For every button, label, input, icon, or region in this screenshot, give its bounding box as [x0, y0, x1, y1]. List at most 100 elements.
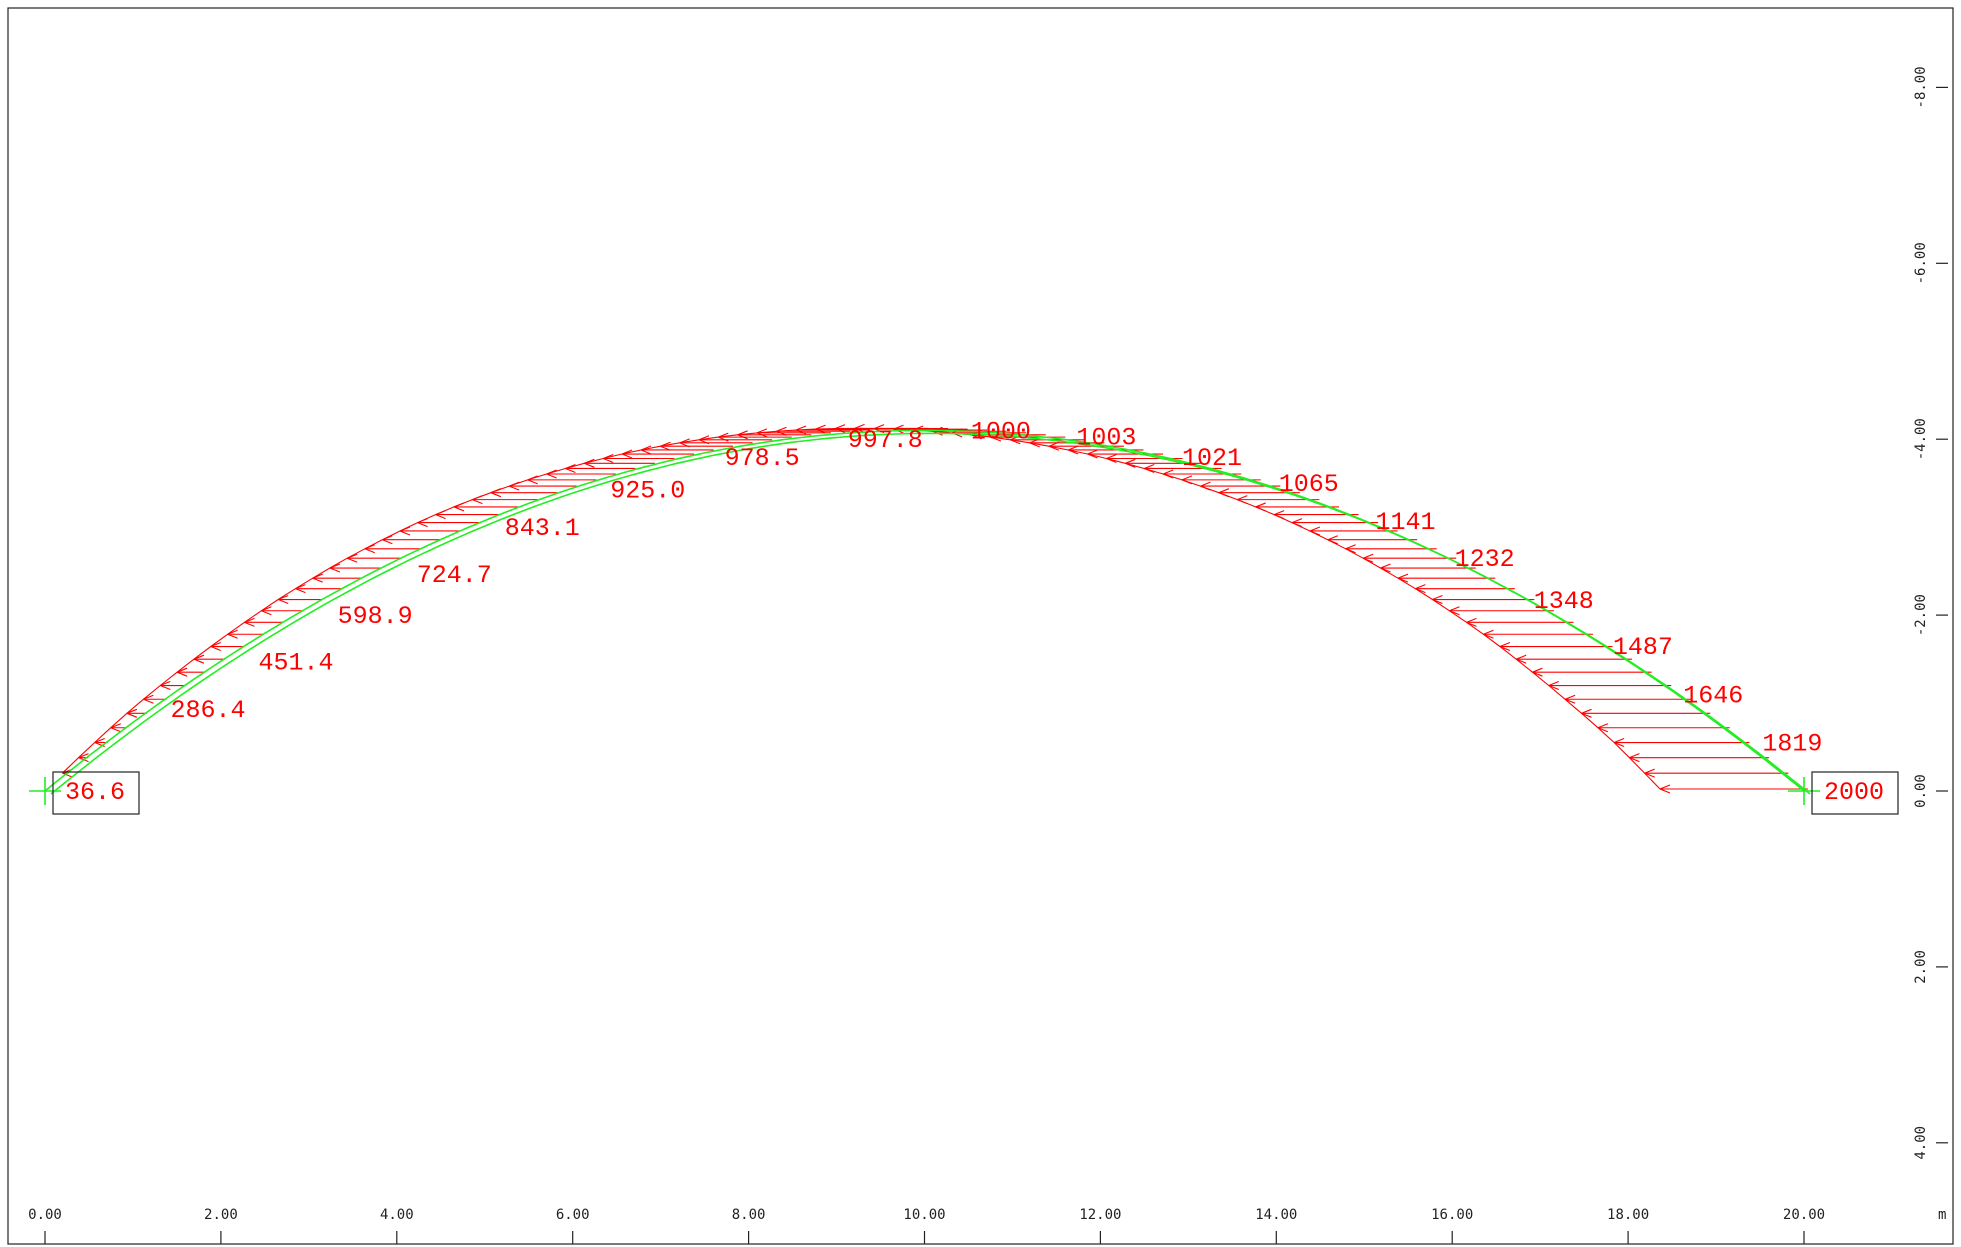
value-label: 1646: [1683, 681, 1743, 710]
ordinate-arrow: [893, 424, 904, 430]
ordinate-arrow: [1515, 654, 1527, 660]
ordinate-arrow: [1162, 469, 1174, 475]
ordinate-arrow: [873, 424, 885, 430]
value-label: 925.0: [610, 476, 685, 505]
ordinate-arrow: [1397, 573, 1409, 579]
ordinate-arrow: [1548, 681, 1559, 687]
ordinate-arrow: [621, 449, 633, 455]
ordinate-arrow: [660, 441, 671, 447]
ordinate-arrow: [295, 584, 306, 590]
ordinate-arrow: [1581, 708, 1592, 714]
ordinate-arrow: [1397, 577, 1409, 583]
ordinate-arrow: [834, 428, 846, 434]
ordinate-arrow: [244, 621, 255, 627]
ordinate-arrow: [1362, 557, 1374, 563]
x-tick-label: 18.00: [1607, 1207, 1649, 1223]
ordinate-arrow: [737, 434, 748, 440]
x-tick-label: 16.00: [1431, 1207, 1473, 1223]
ordinate-arrow: [490, 492, 502, 498]
ordinate-arrow: [1144, 463, 1155, 469]
ordinate-arrow: [160, 681, 171, 687]
ordinate-arrow: [1237, 499, 1248, 505]
ordinate-arrow: [1125, 462, 1136, 468]
ordinate-arrow: [795, 429, 807, 435]
ordinate-arrow: [1144, 467, 1155, 473]
ordinate-arrow: [1548, 685, 1559, 691]
ordinate-arrow: [1327, 539, 1338, 545]
ordinate-arrow: [1309, 530, 1321, 536]
ordinate-arrow: [1380, 567, 1391, 573]
ordinate-arrow: [1597, 727, 1609, 733]
ordinate-arrow: [1106, 457, 1117, 464]
ordinate-arrow: [1483, 633, 1494, 639]
x-tick-label: 6.00: [556, 1207, 590, 1223]
ordinate-arrow: [244, 617, 255, 623]
ordinate-arrow: [435, 510, 446, 516]
ordinate-arrow: [1068, 445, 1079, 451]
x-axis-unit-label: m: [1938, 1207, 1946, 1223]
ordinate-arrow: [417, 522, 428, 528]
ordinate-arrow: [756, 432, 768, 438]
ordinate-arrow: [1309, 526, 1321, 532]
x-tick-label: 8.00: [732, 1207, 766, 1223]
ordinate-arrow: [160, 685, 171, 691]
ordinate-arrow: [1048, 441, 1060, 447]
ordinate-arrow: [527, 479, 538, 485]
ordinate-arrow: [193, 658, 205, 664]
ordinate-arrow: [565, 463, 576, 469]
ordinate-arrow: [399, 526, 411, 532]
ordinate-arrow: [815, 424, 826, 430]
value-label: 1000: [971, 417, 1031, 446]
ordinate-arrow: [1181, 475, 1193, 481]
ordinate-arrow: [1181, 479, 1193, 485]
x-tick-label: 0.00: [28, 1207, 62, 1223]
ordinate-arrow: [1068, 449, 1079, 455]
ordinate-arrow: [718, 432, 729, 438]
x-tick-label: 14.00: [1255, 1207, 1297, 1223]
ordinate-arrow: [1273, 510, 1285, 516]
ordinate-arrow: [1532, 671, 1543, 677]
ordinate-arrow: [1087, 449, 1098, 455]
x-tick-label: 2.00: [204, 1207, 238, 1223]
ordinate-arrow: [621, 453, 633, 459]
y-tick-label: -6.00: [1913, 242, 1929, 284]
ordinate-arrow: [1345, 544, 1356, 550]
x-axis: 0.00 2.00 4.00 6.00 8.00 10.00 12.00 14.00 16.00…: [28, 1207, 1825, 1244]
ordinate-arrow: [1515, 658, 1527, 664]
ordinate-arrow: [854, 423, 865, 429]
ordinate-arrow: [490, 488, 502, 494]
ordinate-arrow: [1048, 445, 1060, 451]
ordinate-arrow: [509, 485, 520, 491]
ordinate-arrow: [1564, 694, 1576, 700]
ordinate-arrow: [453, 502, 465, 508]
ordinate-arrow: [193, 654, 205, 660]
ordinate-arrow: [971, 434, 982, 440]
ordinate-arrow: [776, 430, 787, 436]
ordinate-arrow: [602, 457, 614, 464]
y-tick-label: -2.00: [1913, 594, 1929, 636]
ordinate-arrow: [1449, 610, 1460, 616]
ordinate-arrow: [1255, 502, 1266, 508]
ordinate-arrow: [126, 712, 138, 718]
ordinate-arrow: [472, 495, 483, 501]
ordinate-arrow: [1218, 488, 1230, 494]
ordinate-arrow: [62, 772, 73, 778]
ordinate-arrow: [329, 563, 341, 569]
ordinate-arrow: [776, 426, 787, 432]
ordinate-arrow: [277, 595, 289, 601]
y-tick-label: 4.00: [1913, 1126, 1929, 1160]
ordinate-arrow: [295, 588, 306, 594]
ordinate-arrow: [1597, 723, 1609, 729]
y-tick-label: 0.00: [1913, 774, 1929, 808]
ordinate-arrow: [1564, 698, 1576, 704]
ordinate-arrow: [110, 727, 121, 733]
ordinate-arrow: [509, 481, 520, 487]
ordinate-arrow: [277, 599, 289, 605]
value-label: 1065: [1279, 470, 1339, 499]
y-tick-label: 2.00: [1913, 950, 1929, 984]
diagram-envelope: [62, 427, 1661, 790]
ordinate-arrow: [815, 428, 826, 434]
ordinate-arrow: [364, 548, 375, 554]
ordinate-arrow: [1499, 642, 1511, 648]
